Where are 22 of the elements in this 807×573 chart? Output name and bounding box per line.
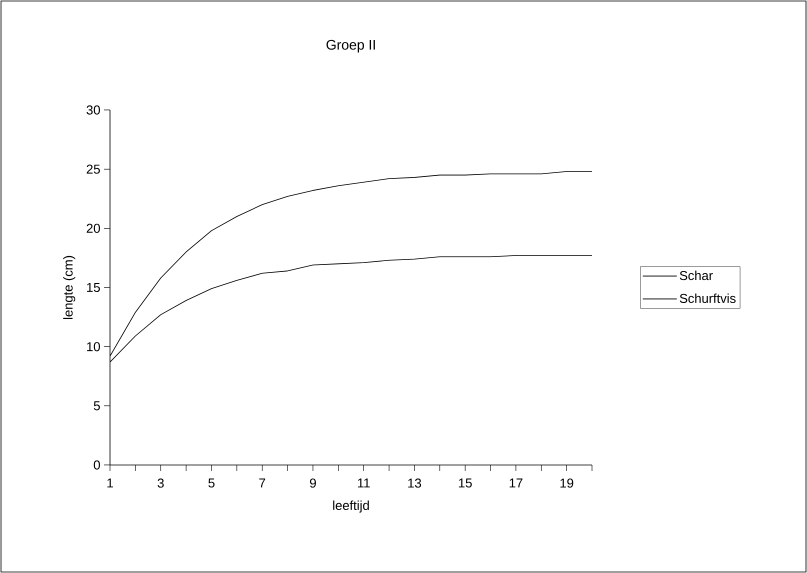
y-tick-label: 15 (87, 282, 100, 292)
x-tick-label: 9 (310, 478, 316, 488)
legend-label: Schar (680, 270, 713, 280)
y-axis-title: lengte (cm) (63, 256, 76, 319)
x-tick-label: 15 (458, 478, 472, 488)
y-tick-label: 25 (86, 164, 100, 174)
x-tick-label: 19 (560, 478, 574, 488)
x-tick-label: 3 (158, 478, 164, 488)
y-tick-label: 30 (86, 105, 100, 115)
x-tick-label: 17 (510, 478, 522, 488)
x-tick-label: 7 (259, 478, 266, 488)
x-tick-label: 5 (208, 478, 215, 488)
x-tick-label: 11 (358, 478, 370, 488)
y-tick-label: 0 (94, 460, 100, 470)
y-tick-label: 5 (94, 401, 100, 410)
legend-label: Schurftvis (680, 293, 736, 303)
chart-title: Groep II (326, 40, 375, 52)
x-tick-label: 13 (408, 478, 422, 488)
x-axis-title: leeftijd (333, 500, 369, 513)
y-tick-label: 10 (87, 342, 100, 352)
x-tick-label: 1 (107, 478, 113, 488)
y-tick-label: 20 (86, 224, 100, 233)
